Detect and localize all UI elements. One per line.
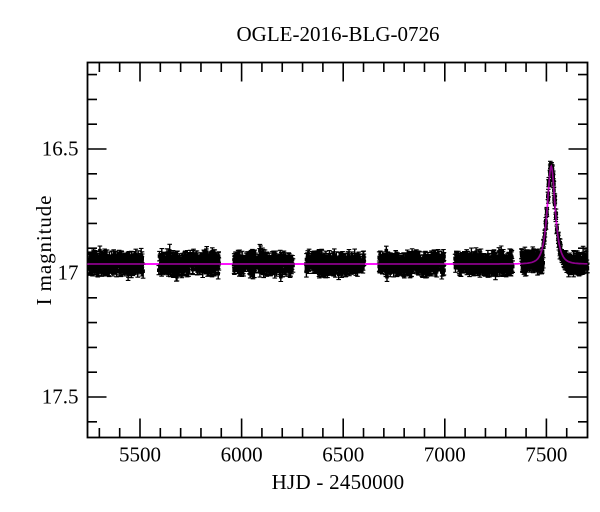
svg-text:I magnitude: I magnitude [32,195,56,306]
svg-text:6500: 6500 [322,443,364,467]
svg-text:5500: 5500 [119,443,161,467]
svg-text:16.5: 16.5 [42,137,79,161]
svg-text:6000: 6000 [221,443,263,467]
svg-text:7500: 7500 [525,443,567,467]
svg-text:7000: 7000 [424,443,466,467]
svg-text:17: 17 [58,261,79,285]
svg-text:OGLE-2016-BLG-0726: OGLE-2016-BLG-0726 [237,22,440,46]
svg-text:17.5: 17.5 [42,385,79,409]
svg-text:HJD - 2450000: HJD - 2450000 [272,470,405,494]
